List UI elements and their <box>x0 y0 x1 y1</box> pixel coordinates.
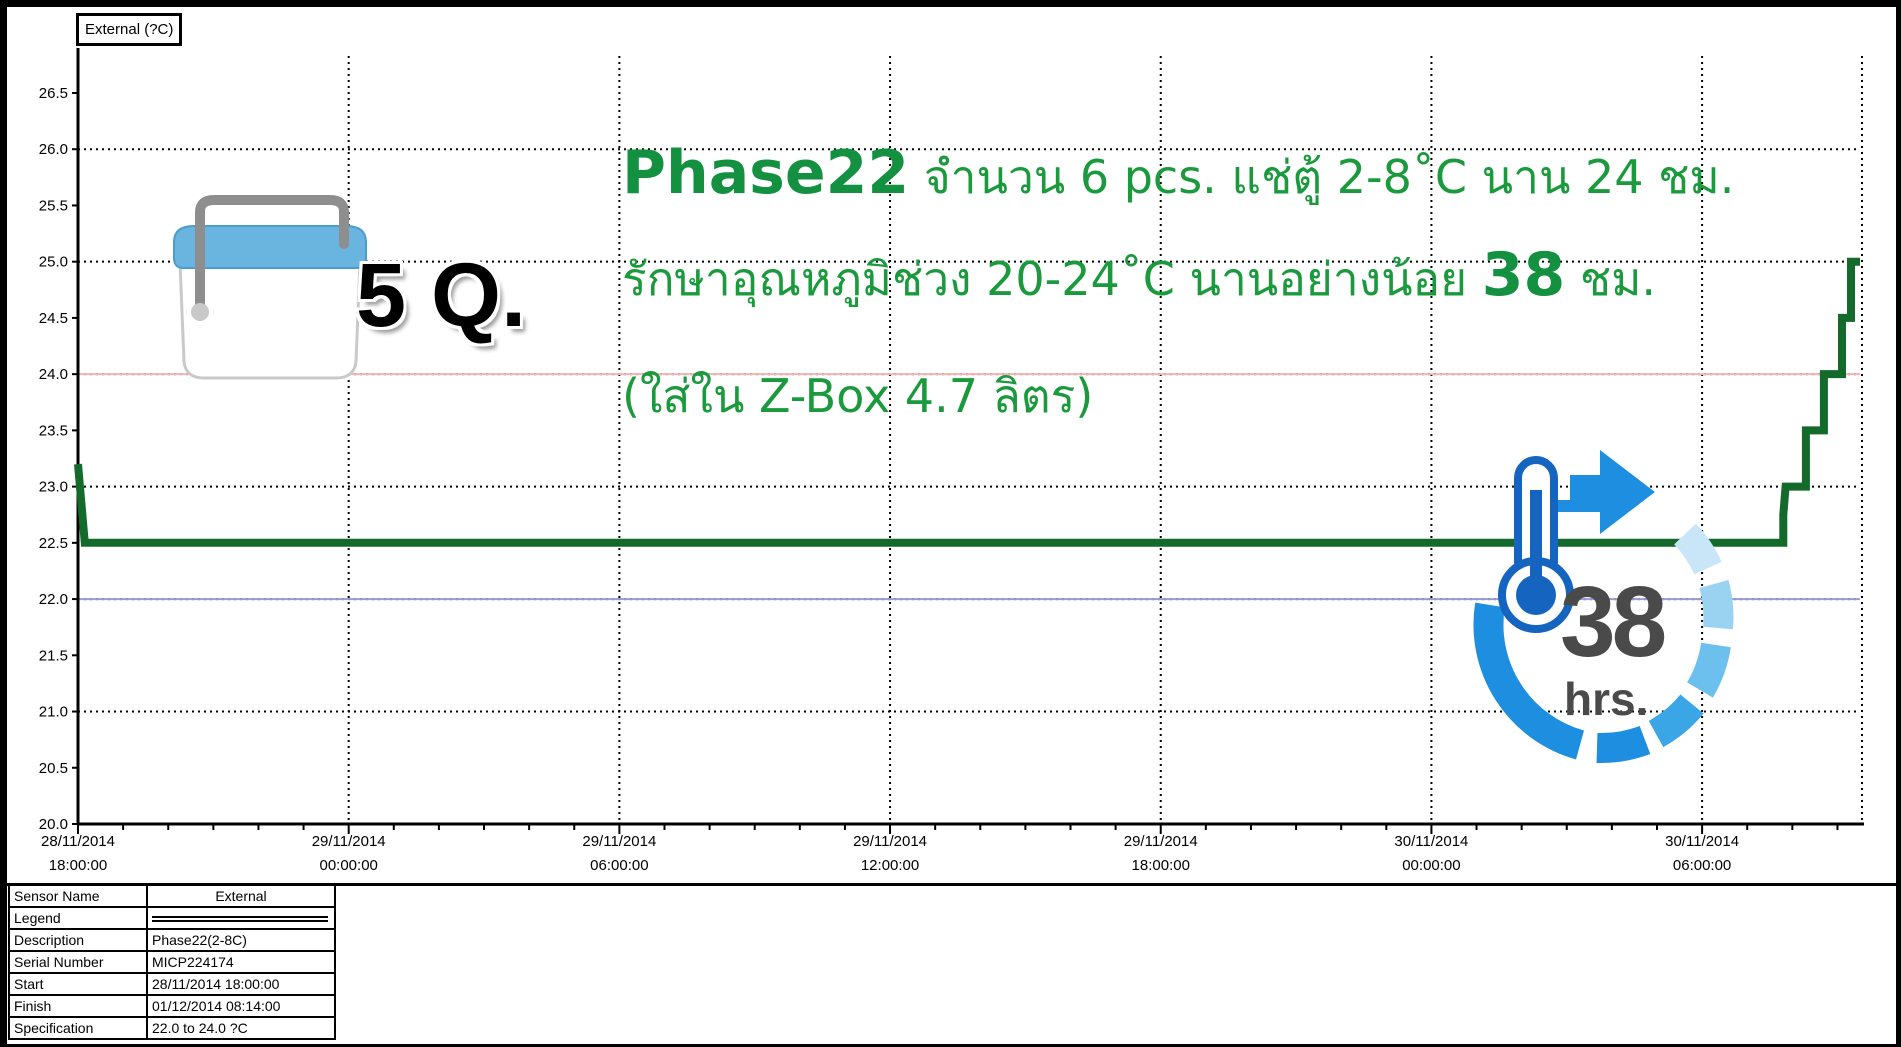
y-tick-label: 26.0 <box>39 141 68 158</box>
legend-swatch-cell <box>146 906 336 930</box>
series-line <box>74 257 1860 547</box>
x-tick-label-date: 30/11/2014 <box>1665 833 1739 850</box>
x-tick-label-date: 29/11/2014 <box>312 833 386 850</box>
info-key: Finish <box>8 994 148 1018</box>
info-key: Start <box>8 972 148 996</box>
info-row: Sensor Name External <box>8 884 336 908</box>
x-tick-label-time: 00:00:00 <box>1402 857 1460 874</box>
info-row: Serial Number MICP224174 <box>8 950 336 974</box>
info-panel <box>7 883 1896 1044</box>
info-key: Serial Number <box>8 950 148 974</box>
product-name: Phase22 <box>622 138 910 208</box>
annotation-line-1-text: จำนวน 6 pcs. แช่ตู้ 2-8˚C นาน 24 ชม. <box>909 150 1735 204</box>
info-row: Start 28/11/2014 18:00:00 <box>8 972 336 996</box>
annotation-line-2: รักษาอุณหภูมิช่วง 20-24˚C นานอย่างน้อย 3… <box>622 240 1656 316</box>
info-row: Description Phase22(2-8C) <box>8 928 336 952</box>
info-key: Legend <box>8 906 148 930</box>
x-tick-label-date: 29/11/2014 <box>853 833 927 850</box>
info-value: External <box>146 884 336 908</box>
annotation-line-3: (ใส่ใน Z-Box 4.7 ลิตร) <box>622 369 1094 423</box>
line-chart: 26.5 26.0 25.5 25.0 24.5 24.0 23.5 23.0 22.5 22.0… <box>39 48 1864 874</box>
info-value: 22.0 to 24.0 ?C <box>146 1016 336 1040</box>
info-key: Description <box>8 928 148 952</box>
sensor-info-table: Sensor Name External Legend Description Phas… <box>8 884 336 1040</box>
quantity-label: 5 Q. <box>356 246 527 346</box>
info-row: Finish 01/12/2014 08:14:00 <box>8 994 336 1018</box>
y-tick-label: 23.0 <box>39 479 68 496</box>
y-tick-label: 20.5 <box>39 760 68 777</box>
x-tick-label-date: 29/11/2014 <box>1124 833 1198 850</box>
info-value: 01/12/2014 08:14:00 <box>146 994 336 1018</box>
annotation-hours: 38 <box>1481 240 1566 310</box>
y-tick-label: 26.5 <box>39 85 68 102</box>
x-tick-label-time: 18:00:00 <box>49 857 107 874</box>
y-tick-label: 22.5 <box>39 535 68 552</box>
y-tick-label: 21.0 <box>39 704 68 721</box>
y-tick-label: 20.0 <box>39 816 68 833</box>
y-tick-label: 24.5 <box>39 310 68 327</box>
cooler-box-icon <box>173 195 367 380</box>
y-tick-label: 23.5 <box>39 422 68 439</box>
x-tick-label-time: 18:00:00 <box>1132 857 1190 874</box>
annotation-line-2-post: ชม. <box>1565 252 1657 306</box>
x-tick-label-date: 30/11/2014 <box>1394 833 1468 850</box>
x-tick-label-time: 00:00:00 <box>319 857 377 874</box>
x-tick-label-time: 06:00:00 <box>1673 857 1731 874</box>
y-tick-label: 21.5 <box>39 647 68 664</box>
badge-unit: hrs. <box>1564 673 1649 725</box>
series-title: External (?C) <box>76 13 183 46</box>
y-tick-label: 24.0 <box>39 366 68 383</box>
annotation-line-1: Phase22 จำนวน 6 pcs. แช่ตู้ 2-8˚C นาน 24… <box>622 138 1734 214</box>
legend-line <box>152 916 328 923</box>
y-tick-label: 25.5 <box>39 197 68 214</box>
info-key: Sensor Name <box>8 884 148 908</box>
info-value: 28/11/2014 18:00:00 <box>146 972 336 996</box>
info-key: Specification <box>8 1016 148 1040</box>
info-value: MICP224174 <box>146 950 336 974</box>
x-tick-label-time: 12:00:00 <box>861 857 919 874</box>
x-tick-label-time: 06:00:00 <box>590 857 648 874</box>
y-tick-label: 25.0 <box>39 254 68 271</box>
annotation-line-2-pre: รักษาอุณหภูมิช่วง 20-24˚C นานอย่างน้อย <box>622 252 1482 306</box>
x-tick-label-date: 29/11/2014 <box>582 833 656 850</box>
badge-number: 38 <box>1560 566 1667 678</box>
thermometer-timer-icon <box>1473 450 1734 764</box>
x-tick-label-date: 28/11/2014 <box>41 833 115 850</box>
info-value: Phase22(2-8C) <box>146 928 336 952</box>
info-row: Specification 22.0 to 24.0 ?C <box>8 1016 336 1040</box>
y-tick-label: 22.0 <box>39 591 68 608</box>
info-row: Legend <box>8 906 336 930</box>
